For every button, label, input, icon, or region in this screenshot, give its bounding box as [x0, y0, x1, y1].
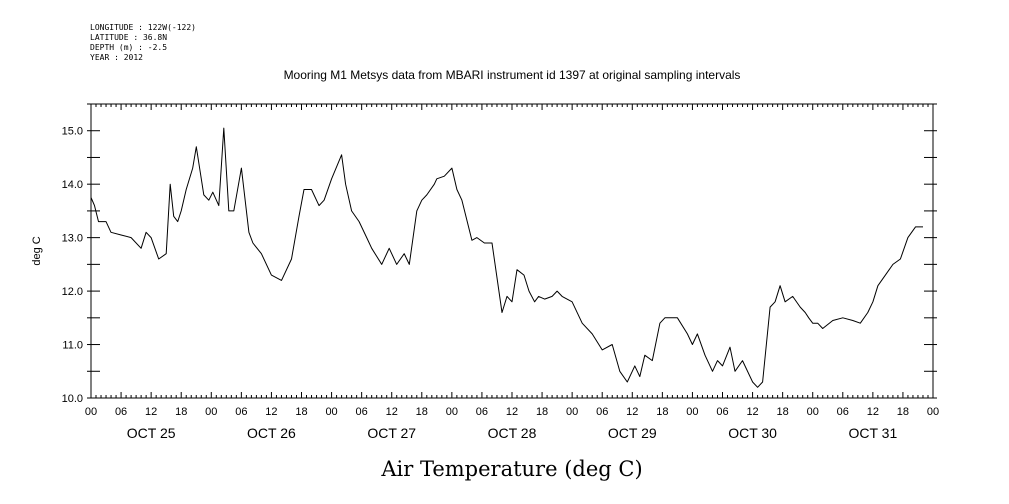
x-tick-label: 18	[777, 406, 789, 418]
depth-label: DEPTH (m) : -2.5	[90, 43, 167, 52]
latitude-label: LATITUDE : 36.8N	[90, 33, 167, 42]
x-tick-label: 06	[716, 406, 728, 418]
x-tick-label: 06	[115, 406, 127, 418]
y-tick-label: 13.0	[62, 233, 83, 245]
plot-frame	[90, 103, 934, 399]
x-day-label: OCT 28	[488, 425, 537, 441]
x-tick-label: 00	[205, 406, 217, 418]
x-day-label: OCT 30	[728, 425, 777, 441]
y-tick-label: 10.0	[62, 393, 83, 405]
x-tick-label: 12	[386, 406, 398, 418]
x-tick-label: 00	[446, 406, 458, 418]
x-tick-label: 00	[927, 406, 939, 418]
x-tick-label: 00	[325, 406, 337, 418]
x-day-label: OCT 29	[608, 425, 657, 441]
x-day-label: OCT 27	[367, 425, 416, 441]
x-tick-label: 12	[746, 406, 758, 418]
y-tick-label: 15.0	[62, 126, 83, 138]
x-tick-label: 12	[145, 406, 157, 418]
x-tick-label: 12	[506, 406, 518, 418]
x-tick-label: 12	[867, 406, 879, 418]
axis-tick-labels: 00 06 12 18 00 06 12 18 00 06 12 18 00 06 12 18 00 06 12 18…	[62, 126, 940, 441]
x-day-label: OCT 25	[127, 425, 176, 441]
x-tick-label: 18	[175, 406, 187, 418]
y-tick-label: 11.0	[62, 340, 83, 352]
year-label: YEAR : 2012	[90, 53, 143, 62]
x-tick-label: 18	[656, 406, 668, 418]
x-axis-title: Air Temperature (deg C)	[380, 457, 642, 481]
x-tick-label: 00	[686, 406, 698, 418]
x-day-label: OCT 31	[848, 425, 897, 441]
x-tick-label: 06	[356, 406, 368, 418]
x-tick-label: 00	[807, 406, 819, 418]
x-tick-label: 18	[897, 406, 909, 418]
x-tick-label: 00	[85, 406, 97, 418]
x-tick-label: 06	[476, 406, 488, 418]
y-tick-label: 14.0	[62, 179, 83, 191]
x-tick-label: 12	[265, 406, 277, 418]
y-tick-label: 12.0	[62, 286, 83, 298]
x-tick-label: 18	[295, 406, 307, 418]
chart-title: Mooring M1 Metsys data from MBARI instru…	[284, 68, 741, 82]
x-tick-label: 06	[596, 406, 608, 418]
tick-marks	[87, 103, 937, 399]
x-day-label: OCT 26	[247, 425, 296, 441]
longitude-label: LONGITUDE : 122W(-122)	[90, 23, 196, 32]
y-axis-label: deg C	[31, 236, 43, 265]
air-temperature-series-line	[90, 127, 923, 388]
x-tick-label: 00	[566, 406, 578, 418]
x-tick-label: 18	[416, 406, 428, 418]
x-tick-label: 06	[837, 406, 849, 418]
x-tick-label: 06	[235, 406, 247, 418]
x-tick-label: 18	[536, 406, 548, 418]
x-tick-label: 12	[626, 406, 638, 418]
